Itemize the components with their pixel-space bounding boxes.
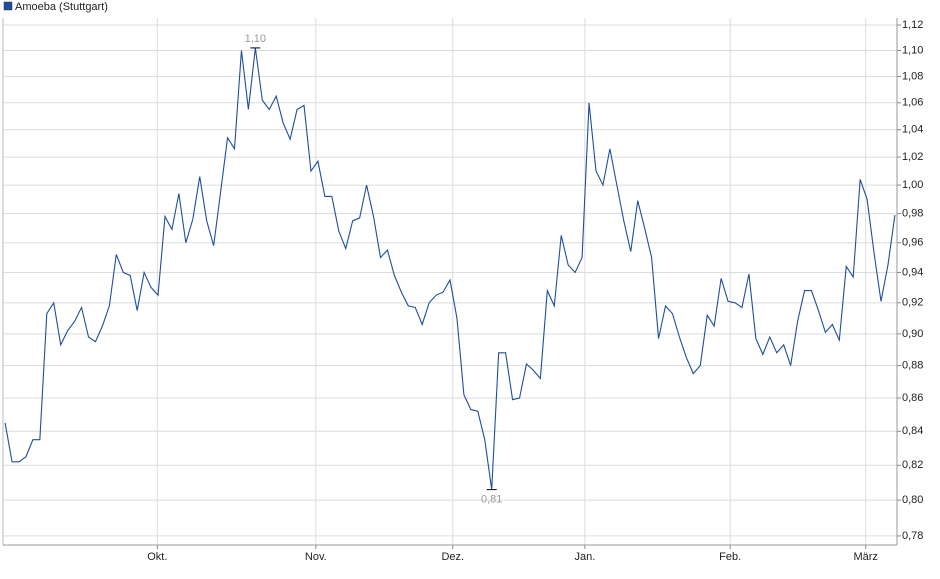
y-tick-label: 1,04 [902, 124, 923, 136]
y-tick-label: 1,08 [902, 70, 923, 82]
x-tick-label: Jan. [574, 551, 595, 563]
y-tick-label: 1,06 [902, 97, 923, 109]
y-tick-label: 1,12 [902, 19, 923, 31]
y-tick-label: 0,88 [902, 359, 923, 371]
y-tick-label: 0,86 [902, 392, 923, 404]
x-tick-label: Dez. [441, 551, 464, 563]
y-tick-label: 0,94 [902, 266, 923, 278]
x-tick-label: Nov. [305, 551, 327, 563]
x-tick-label: Okt. [147, 551, 167, 563]
y-tick-label: 0,92 [902, 297, 923, 309]
price-line [4, 47, 896, 490]
y-tick-label: 1,00 [902, 179, 923, 191]
y-tick-label: 1,10 [902, 44, 923, 56]
y-tick-label: 0,98 [902, 208, 923, 220]
x-tick-label: März [853, 551, 877, 563]
y-tick-label: 1,02 [902, 151, 923, 163]
legend-swatch [3, 1, 13, 11]
y-tick-label: 0,82 [902, 459, 923, 471]
y-tick-label: 0,80 [902, 494, 923, 506]
y-tick-label: 0,96 [902, 237, 923, 249]
x-tick-label: Feb. [719, 551, 741, 563]
legend-label: Amoeba (Stuttgart) [15, 1, 108, 13]
y-tick-label: 0,78 [902, 530, 923, 542]
y-tick-label: 0,90 [902, 328, 923, 340]
annotation-label: 0,81 [481, 494, 502, 506]
annotation-label: 1,10 [245, 33, 266, 45]
y-tick-label: 0,84 [902, 425, 923, 437]
